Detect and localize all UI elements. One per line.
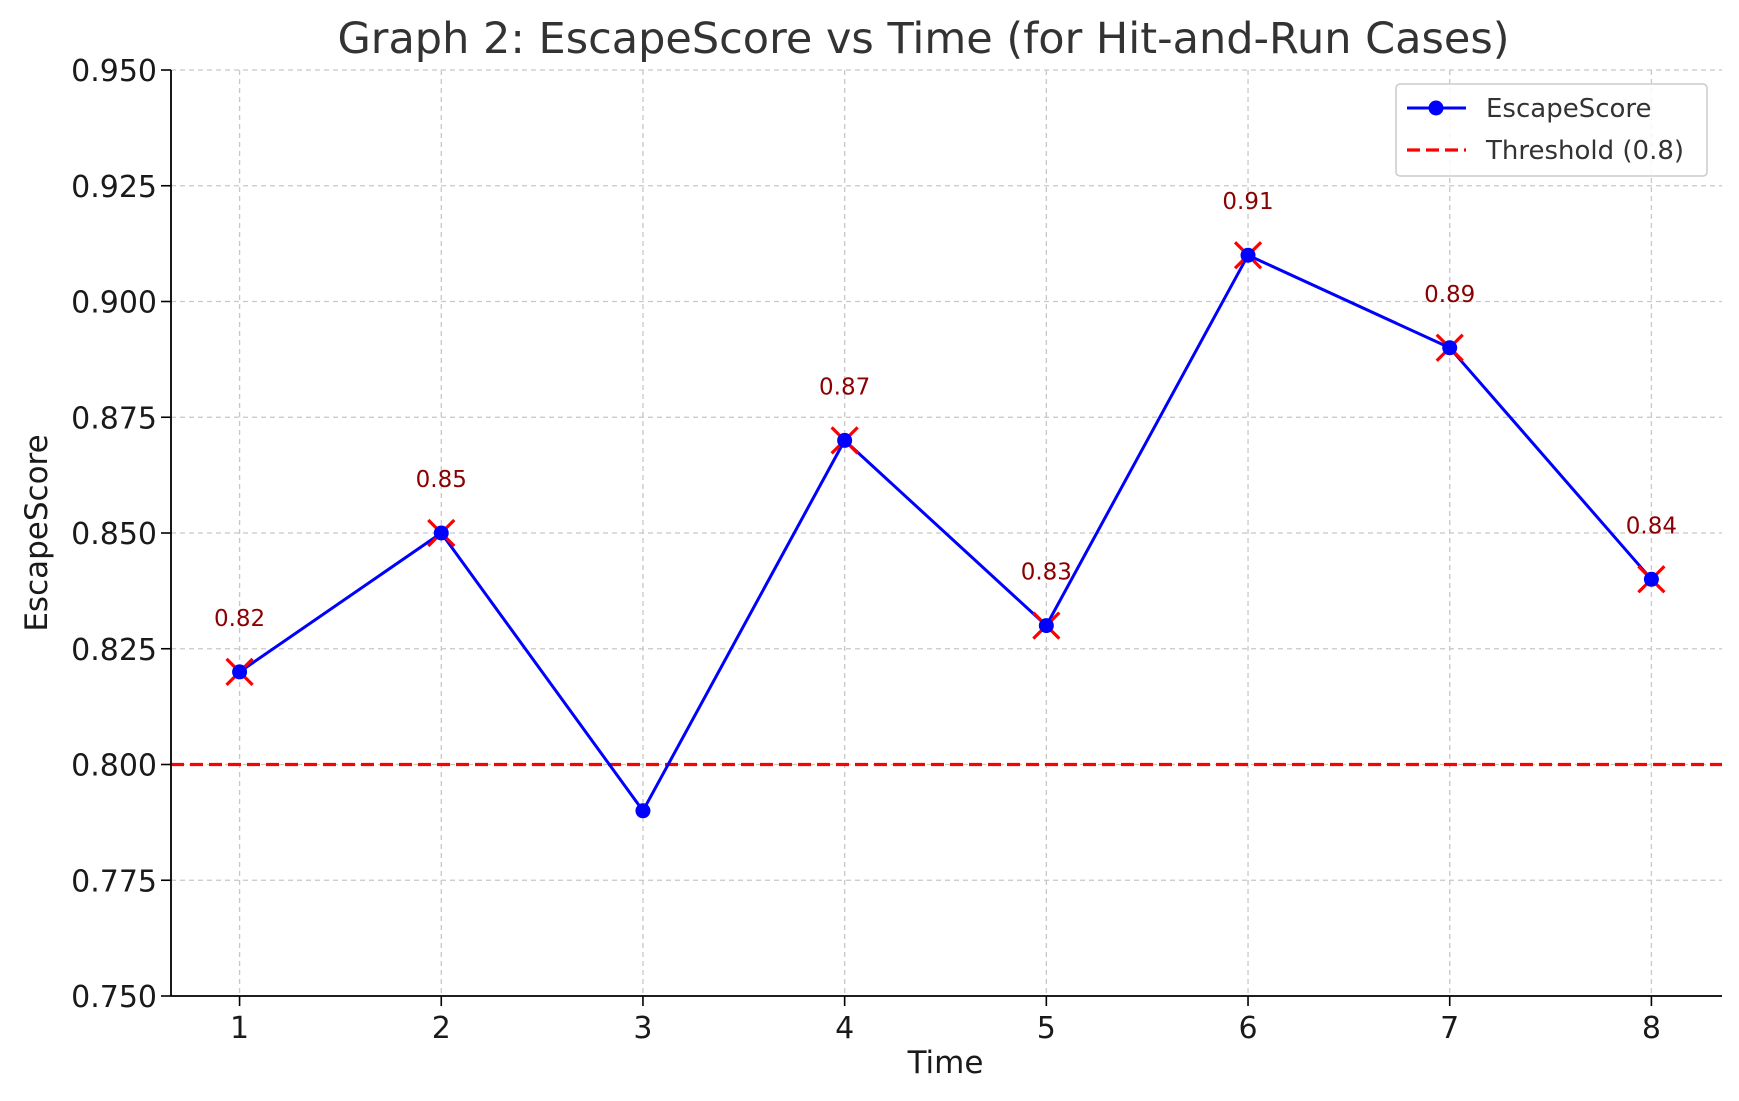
grid <box>171 69 1722 997</box>
y-tick-label: 0.925 <box>71 170 157 205</box>
x-tick-label: 8 <box>1642 1011 1661 1046</box>
y-tick-label: 0.750 <box>71 980 157 1015</box>
y-tick-label: 0.875 <box>71 401 157 436</box>
x-tick-label: 3 <box>633 1011 652 1046</box>
legend-escapescore-marker <box>1428 100 1444 116</box>
data-label: 0.85 <box>416 467 467 493</box>
y-axis-title: EscapeScore <box>19 434 55 631</box>
y-tick-label: 0.825 <box>71 633 157 668</box>
x-tick-label: 7 <box>1440 1011 1459 1046</box>
y-tick-label: 0.800 <box>71 749 157 784</box>
y-tick-label: 0.950 <box>71 54 157 89</box>
escapescore-point <box>635 803 651 819</box>
escapescore-point <box>433 525 449 541</box>
data-label: 0.84 <box>1626 513 1677 539</box>
y-tick-label: 0.850 <box>71 517 157 552</box>
chart-title: Graph 2: EscapeScore vs Time (for Hit-an… <box>337 14 1509 64</box>
ticks: 0.7500.7750.8000.8250.8500.8750.9000.925… <box>71 54 1661 1046</box>
data-label: 0.89 <box>1424 282 1475 308</box>
data-labels: 0.82 0.85 0.87 0.83 0.91 0.89 0.84 <box>214 189 1677 632</box>
escapescore-point <box>1643 571 1659 587</box>
escapescore-point <box>837 432 853 448</box>
x-tick-label: 2 <box>432 1011 451 1046</box>
data-label: 0.91 <box>1222 189 1273 215</box>
legend-escapescore-label: EscapeScore <box>1486 94 1652 124</box>
y-tick-label: 0.900 <box>71 286 157 321</box>
x-tick-label: 4 <box>835 1011 854 1046</box>
escapescore-point <box>1240 247 1256 263</box>
escapescore-point <box>1038 618 1054 634</box>
escapescore-line <box>238 253 1653 813</box>
x-tick-label: 6 <box>1238 1011 1257 1046</box>
data-label: 0.83 <box>1021 560 1072 586</box>
data-label: 0.87 <box>819 374 870 400</box>
legend: EscapeScore Threshold (0.8) <box>1395 83 1708 177</box>
series-layer <box>238 253 1653 813</box>
escapescore-point <box>1442 340 1458 356</box>
y-tick-label: 0.775 <box>71 864 157 899</box>
x-tick-label: 5 <box>1037 1011 1056 1046</box>
markers-layer <box>225 241 1666 819</box>
x-axis-title: Time <box>907 1045 984 1081</box>
legend-box <box>1395 83 1708 177</box>
data-label: 0.82 <box>214 606 265 632</box>
legend-threshold-label: Threshold (0.8) <box>1485 136 1684 166</box>
escapescore-point <box>232 664 248 680</box>
x-tick-label: 1 <box>230 1011 249 1046</box>
